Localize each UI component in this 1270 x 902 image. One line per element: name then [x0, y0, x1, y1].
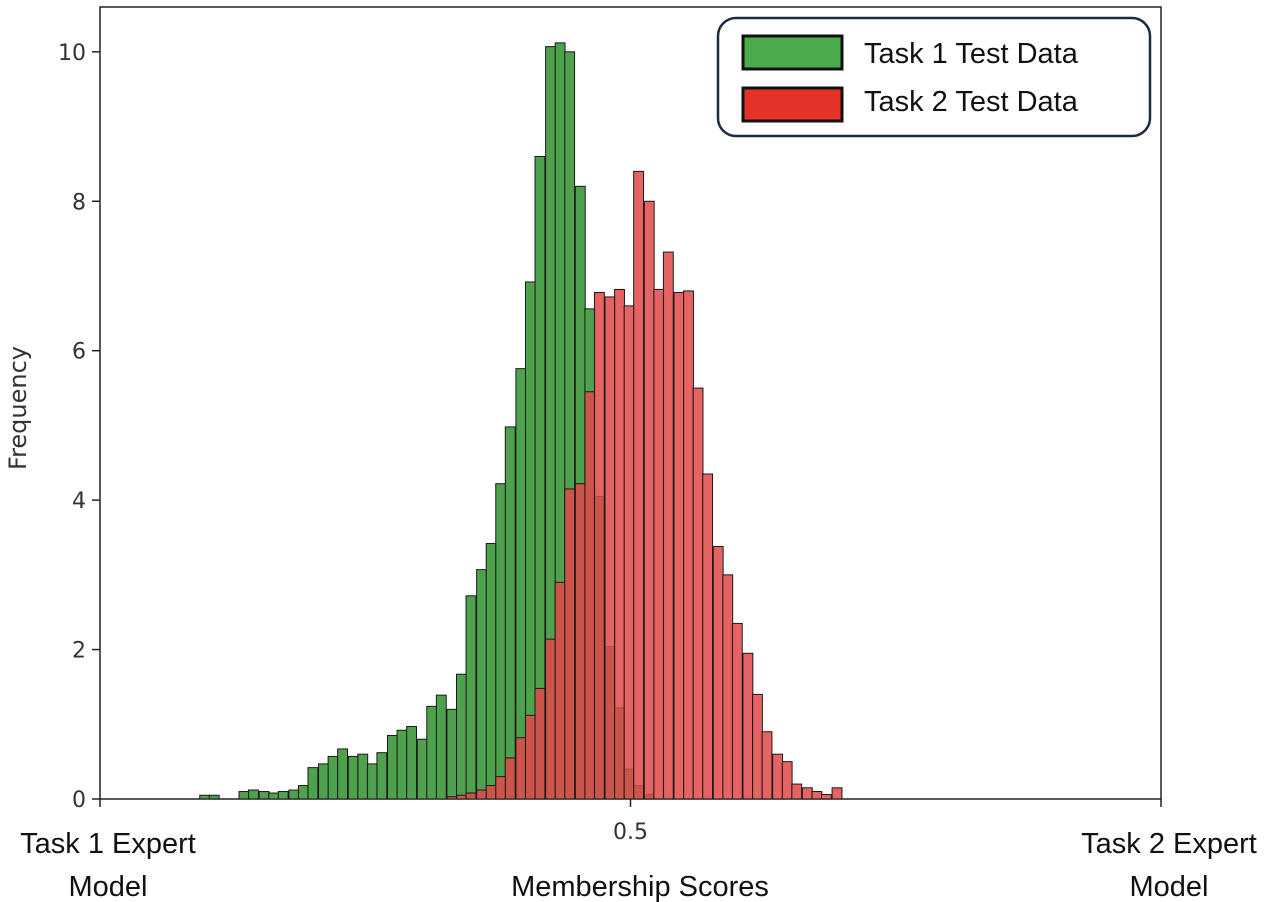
- x-end-label-right-line2: Model: [1130, 871, 1209, 902]
- bar-series1-bin-18: [396, 729, 408, 800]
- bar-series1-bin-30: [515, 368, 527, 800]
- bar-series2-bin-16: [604, 296, 616, 800]
- bar-series2-bin-9: [534, 687, 546, 800]
- bar-series2-bin-0: [446, 796, 458, 800]
- bar-series2-bin-29: [731, 622, 743, 800]
- y-axis-ticks: 0 2 4 6 8 10: [58, 41, 100, 813]
- x-tick-label-1: 0.5: [613, 820, 648, 845]
- bar-series2-bin-2: [465, 792, 477, 800]
- bar-series2-bin-34: [781, 761, 793, 800]
- bar-series1-bin-19: [406, 726, 418, 800]
- bar-series2-bin-14: [584, 391, 596, 800]
- bar-series1-bin-3: [248, 789, 259, 800]
- bar-series1-bin-26: [476, 569, 488, 800]
- bar-series2-bin-36: [801, 787, 813, 800]
- bar-series2-bin-12: [564, 488, 576, 800]
- bar-series2-bin-38: [820, 794, 832, 800]
- bar-series2-bin-26: [702, 473, 714, 800]
- bar-series1-bin-10: [318, 763, 329, 800]
- bar-series2-bin-21: [653, 288, 665, 800]
- legend-label-task1: Task 1 Test Data: [864, 38, 1079, 70]
- legend-label-task2: Task 2 Test Data: [864, 86, 1079, 118]
- bar-series1-bin-28: [495, 483, 507, 800]
- bar-series1-bin-1: [208, 794, 220, 800]
- bar-series2-bin-27: [712, 545, 724, 800]
- y-tick-label-4: 8: [72, 190, 86, 215]
- bar-series2-bin-31: [752, 693, 763, 800]
- bar-series2-bin-5: [495, 776, 507, 800]
- bar-series2-bin-1: [456, 794, 467, 800]
- bar-series2-bin-22: [662, 251, 674, 800]
- y-axis-label: Frequency: [4, 346, 32, 470]
- legend-swatch-task1: [741, 34, 844, 71]
- bar-series2-bin-39: [831, 787, 843, 800]
- bar-series1-bin-8: [297, 785, 309, 800]
- bar-series2-bin-32: [761, 731, 773, 800]
- y-tick-label-3: 6: [72, 340, 86, 365]
- bar-series2-bin-28: [722, 574, 734, 800]
- bar-series2-bin-15: [593, 291, 605, 800]
- bar-series2-bin-19: [633, 170, 645, 800]
- series-task2-bars: [446, 170, 843, 800]
- x-axis-ticks: 0.5: [99, 799, 1162, 845]
- x-end-label-left-line1: Task 1 Expert: [20, 828, 196, 860]
- bar-series1-bin-15: [366, 763, 378, 800]
- bar-series1-bin-2: [238, 791, 250, 800]
- bar-series1-bin-25: [465, 595, 477, 800]
- bar-series2-bin-11: [554, 581, 566, 800]
- legend: Task 1 Test Data Task 2 Test Data: [716, 16, 1152, 138]
- bar-series1-bin-29: [504, 426, 516, 800]
- x-axis-label: Membership Scores: [511, 871, 769, 902]
- y-tick-label-5: 10: [58, 41, 86, 66]
- bar-series1-bin-9: [307, 767, 319, 800]
- y-tick-label-1: 2: [72, 639, 86, 664]
- bar-series2-bin-18: [623, 305, 635, 800]
- x-end-label-left-line2: Model: [69, 871, 148, 902]
- bar-series1-bin-6: [277, 791, 289, 800]
- bar-series1-bin-22: [435, 694, 447, 800]
- bar-series2-bin-24: [683, 290, 694, 800]
- bar-series1-bin-14: [357, 753, 369, 800]
- bar-series2-bin-25: [692, 387, 704, 800]
- bar-series2-bin-13: [574, 483, 586, 800]
- y-tick-label-0: 0: [72, 788, 86, 813]
- bar-series2-bin-35: [791, 783, 803, 800]
- bar-series1-bin-17: [387, 734, 398, 800]
- y-tick-label-2: 4: [72, 489, 86, 514]
- bar-series1-bin-23: [446, 708, 458, 800]
- bar-series2-bin-20: [643, 200, 655, 800]
- bar-series2-bin-23: [673, 291, 685, 800]
- bar-series2-bin-17: [614, 288, 625, 800]
- legend-swatch-task2: [741, 86, 844, 123]
- bar-series1-bin-20: [416, 738, 428, 800]
- bar-series2-bin-37: [811, 791, 823, 800]
- bar-series1-bin-27: [485, 542, 497, 800]
- x-end-label-right-line1: Task 2 Expert: [1081, 828, 1257, 860]
- bar-series1-bin-16: [376, 752, 388, 800]
- bar-series1-bin-11: [327, 755, 339, 800]
- bar-series2-bin-7: [515, 737, 527, 800]
- bar-series2-bin-6: [504, 757, 516, 800]
- bar-series1-bin-21: [426, 705, 438, 800]
- bar-series2-bin-30: [742, 652, 754, 800]
- bar-series1-bin-0: [199, 794, 211, 800]
- bar-series2-bin-8: [524, 714, 536, 800]
- bar-series1-bin-4: [258, 791, 270, 800]
- bar-series1-bin-24: [456, 673, 467, 800]
- bar-series1-bin-7: [288, 789, 300, 800]
- bar-series1-bin-5: [268, 792, 280, 800]
- bar-series2-bin-4: [485, 785, 497, 800]
- bar-series1-bin-13: [347, 755, 359, 800]
- bar-series2-bin-33: [772, 753, 784, 800]
- bar-series1-bin-12: [337, 748, 349, 800]
- bar-series2-bin-3: [476, 789, 488, 800]
- bar-series2-bin-10: [545, 638, 556, 800]
